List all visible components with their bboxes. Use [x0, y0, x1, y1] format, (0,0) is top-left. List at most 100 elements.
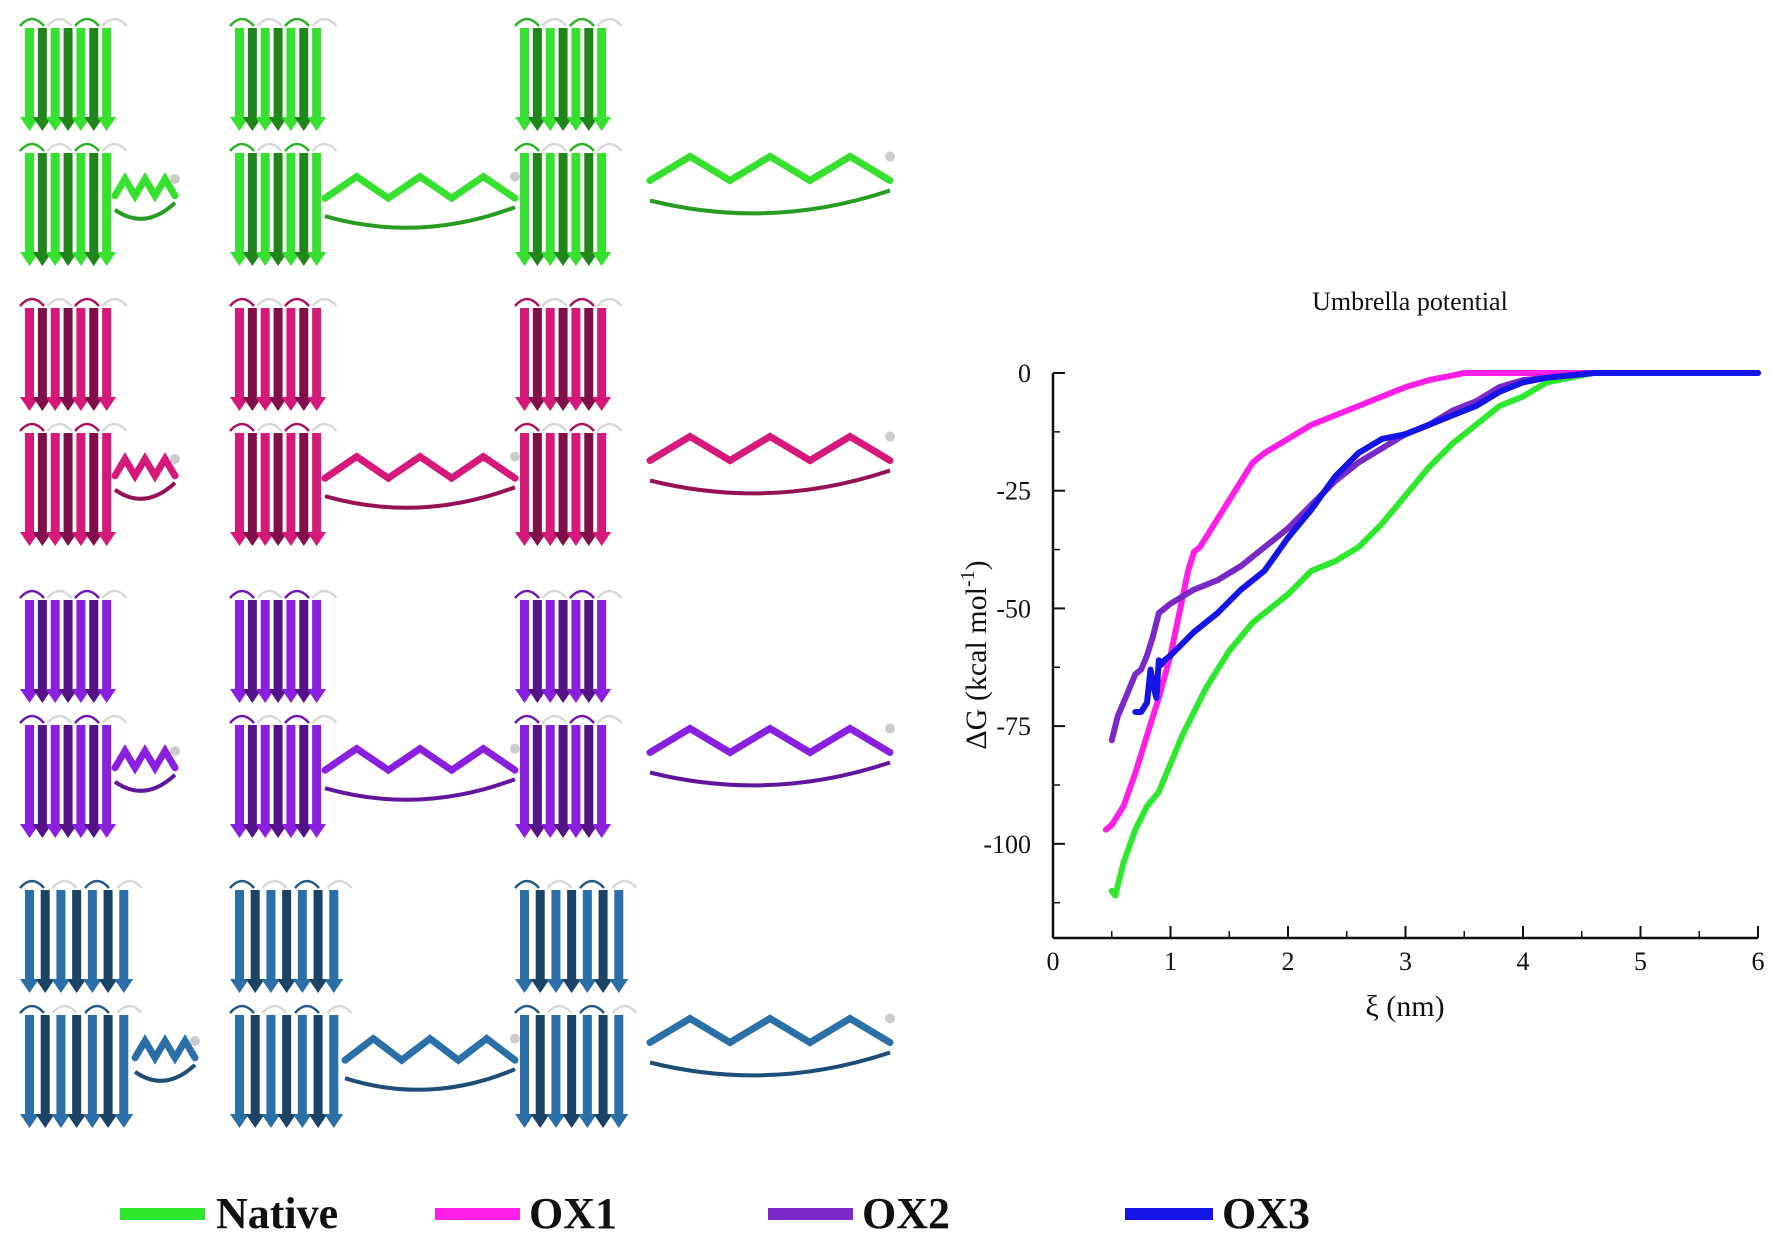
beta-strand: [97, 600, 117, 703]
loop-segment: [569, 422, 595, 432]
beta-strand: [230, 433, 249, 546]
beta-strand: [515, 433, 534, 546]
beta-strand: [20, 890, 39, 993]
legend-swatch-ox1: [435, 1208, 520, 1220]
legend-item-native: Native: [120, 1189, 338, 1237]
beta-strand: [261, 890, 281, 993]
beta-strand: [20, 725, 39, 838]
beta-strand: [98, 890, 118, 993]
loop-segment: [74, 142, 100, 152]
beta-strand: [579, 28, 599, 131]
beta-strand: [71, 308, 91, 411]
loop-segment: [229, 297, 255, 307]
beta-strand: [553, 600, 573, 703]
pulled-loop: [113, 201, 177, 221]
beta-strand: [527, 600, 547, 703]
beta-strand: [515, 890, 534, 993]
loop-segment: [256, 422, 283, 432]
beta-strand: [515, 725, 534, 838]
loop-segment: [514, 879, 540, 889]
beta-strand: [255, 433, 275, 546]
loop-segment: [101, 422, 128, 432]
pulled-strand: [321, 744, 519, 775]
beta-strand: [324, 890, 344, 993]
pulled-loop: [344, 1067, 516, 1092]
loop-segment: [611, 879, 638, 889]
loop-segment: [514, 17, 540, 27]
loop-segment: [261, 879, 288, 889]
beta-strand: [277, 1015, 297, 1128]
beta-strand: [530, 1015, 550, 1128]
loop-segment: [596, 297, 623, 307]
beta-strand: [58, 600, 78, 703]
beta-strand: [255, 725, 275, 838]
pulled-loop: [649, 468, 891, 496]
loop-segment: [596, 714, 623, 724]
loop-segment: [569, 142, 595, 152]
loop-segment: [569, 589, 595, 599]
pulled-strand: [646, 152, 894, 185]
beta-strand: [307, 600, 327, 703]
beta-strand: [566, 600, 586, 703]
beta-strand: [114, 1015, 134, 1128]
chain-terminus: [510, 743, 520, 754]
loop-segment: [229, 17, 255, 27]
loop-segment: [261, 1004, 288, 1014]
beta-strand: [579, 153, 599, 266]
beta-strand: [546, 890, 566, 993]
umbrella-potential-chart: Umbrella potential 0 1 2 3 4 5 6 0 -25 -50 -75 -100…: [957, 287, 1765, 1023]
beta-strand: [566, 725, 586, 838]
beta-strand: [324, 1015, 344, 1128]
beta-strand: [592, 308, 612, 411]
beta-strand: [58, 433, 78, 546]
beta-strand: [527, 28, 547, 131]
loop-segment: [46, 714, 73, 724]
series-line-ox3: [1132, 370, 1761, 715]
beta-strand: [307, 433, 327, 546]
series-lines: [1102, 370, 1761, 899]
beta-strand: [292, 890, 312, 993]
beta-strand: [84, 153, 104, 266]
y-tick-label: 0: [1018, 359, 1031, 388]
beta-strand: [45, 725, 65, 838]
legend-label-ox3: OX3: [1222, 1189, 1310, 1237]
loop-segment: [284, 297, 310, 307]
beta-strand: [553, 433, 573, 546]
beta-strand: [515, 28, 534, 131]
loop-segment: [229, 142, 255, 152]
y-axis-title-main: ΔG (kcal mol: [960, 587, 993, 750]
pulled-loop: [649, 1050, 891, 1078]
beta-strand: [58, 153, 78, 266]
chain-terminus: [170, 746, 180, 756]
loop-segment: [541, 714, 568, 724]
loop-segment: [284, 422, 310, 432]
loop-segment: [19, 422, 45, 432]
loop-segment: [311, 297, 338, 307]
loop-segment: [256, 17, 283, 27]
legend-swatch-ox2: [768, 1208, 853, 1220]
chain-terminus: [510, 451, 520, 462]
loop-segment: [569, 297, 595, 307]
loop-segment: [326, 879, 353, 889]
beta-strand: [268, 153, 288, 266]
beta-strand: [540, 600, 560, 703]
loop-segment: [546, 1004, 573, 1014]
beta-strand: [71, 725, 91, 838]
loop-segment: [294, 879, 320, 889]
loop-segment: [596, 422, 623, 432]
beta-strand: [268, 308, 288, 411]
beta-strand: [562, 890, 582, 993]
beta-strand: [255, 153, 275, 266]
x-tick-label: 1: [1164, 947, 1177, 976]
beta-strand: [97, 725, 117, 838]
beta-strand: [281, 28, 301, 131]
loop-segment: [101, 142, 128, 152]
beta-strand: [67, 1015, 87, 1128]
loop-segment: [74, 17, 100, 27]
beta-strand: [255, 28, 275, 131]
beta-strand: [579, 308, 599, 411]
beta-strand: [71, 28, 91, 131]
loop-segment: [19, 142, 45, 152]
loop-segment: [74, 422, 100, 432]
beta-strand: [281, 153, 301, 266]
